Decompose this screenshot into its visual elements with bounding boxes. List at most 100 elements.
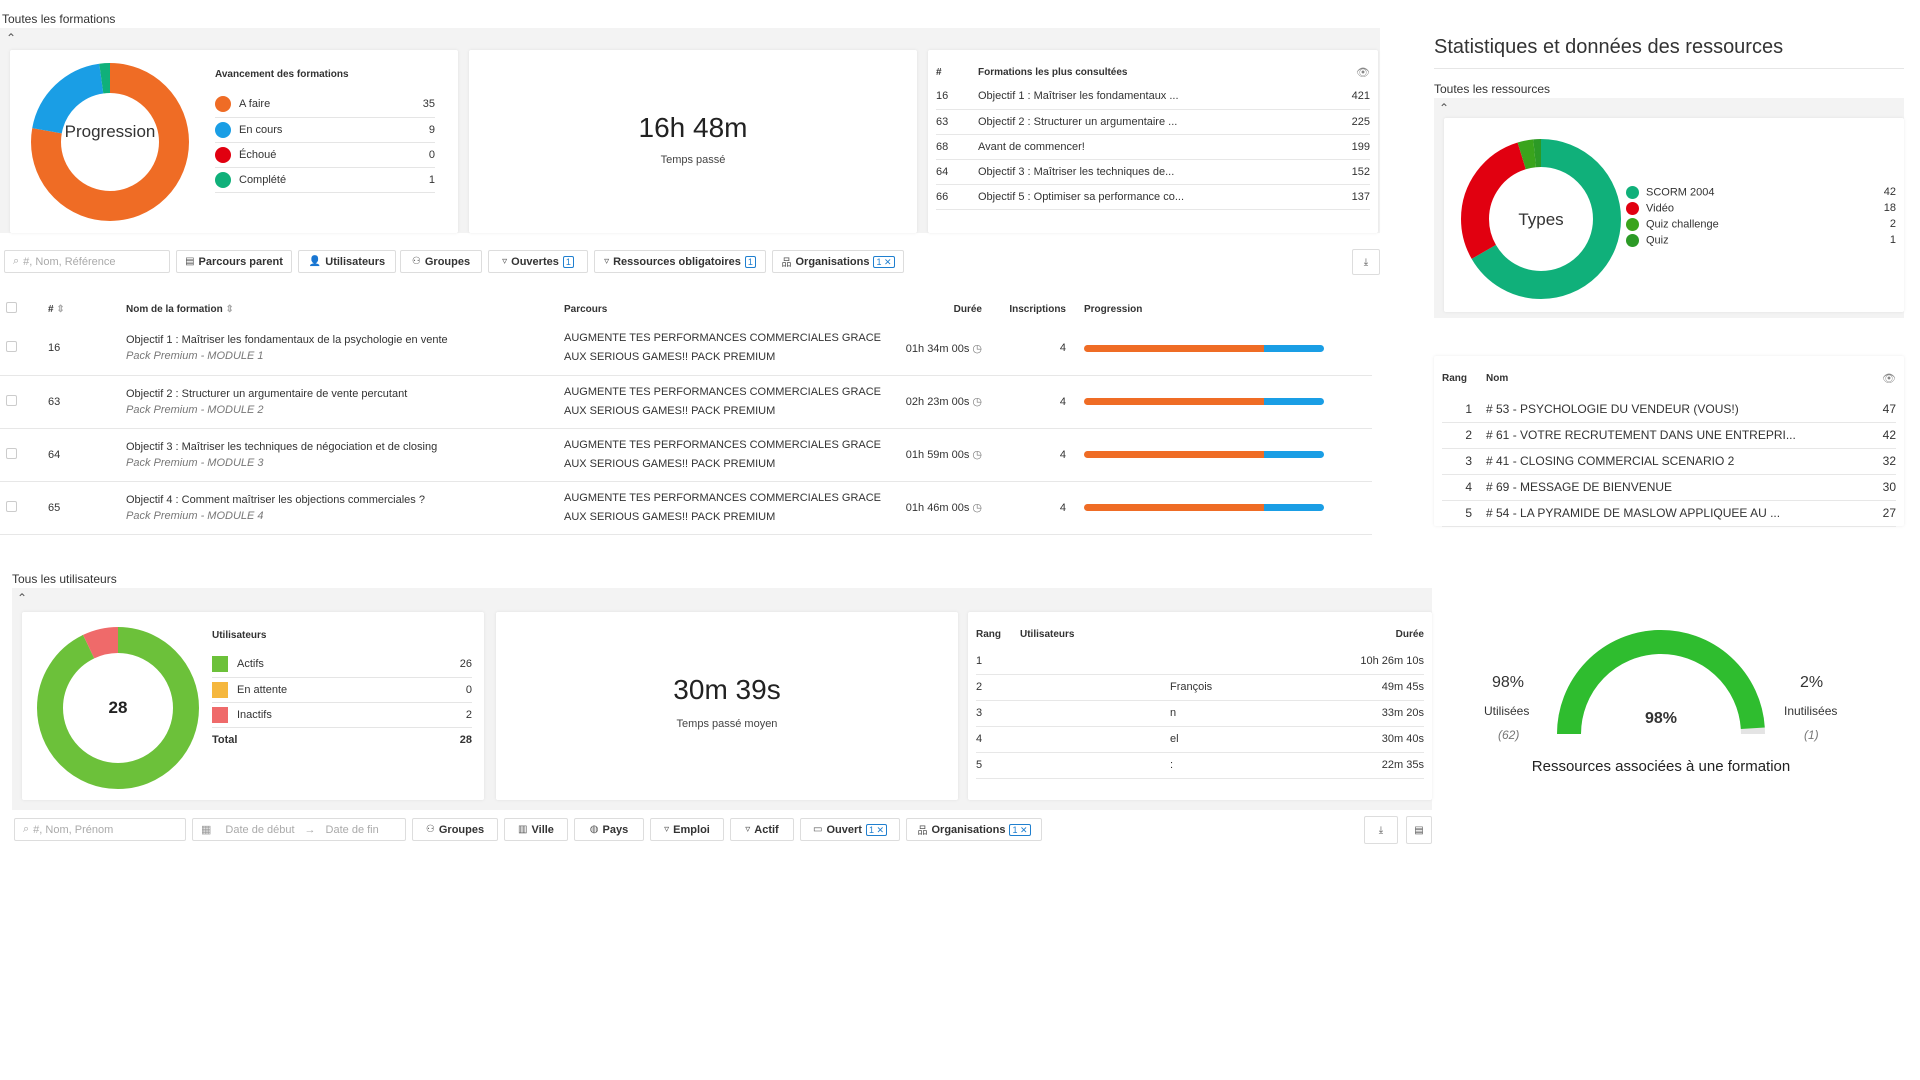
filter-ressources-obligatoires[interactable]: ▿ Ressources obligatoires 1 [594, 250, 766, 273]
filter-parcours-parent[interactable]: ▤ Parcours parent [176, 250, 292, 273]
row-checkbox[interactable] [6, 341, 17, 353]
ressources-collapse-icon[interactable]: ⌃ [1439, 101, 1450, 115]
legend-swatch [215, 96, 231, 113]
row-checkbox[interactable] [6, 394, 17, 406]
unused-count: (1) [1804, 728, 1819, 742]
filter-organisations[interactable]: 品 Organisations 1 ✕ [906, 818, 1042, 841]
legend-label: En attente [237, 683, 288, 696]
legend-value: 2 [1889, 218, 1896, 230]
legend-row: A faire 35 [215, 92, 435, 118]
ranking-row[interactable]: 2 # 61 - VOTRE RECRUTEMENT DANS UNE ENTRE… [1442, 422, 1896, 449]
legend-row: Quiz challenge 2 [1626, 216, 1896, 232]
row-name: # 61 - VOTRE RECRUTEMENT DANS UNE ENTREP… [1486, 422, 1856, 449]
ranking-row[interactable]: 4 el 30m 40s [976, 726, 1424, 753]
col-header-name[interactable]: Nom de la formation ⇕ [126, 303, 234, 315]
ressources-ranking-table: Rang Nom 👁 1 # 53 - PSYCHOLOGIE DU VENDEU… [1442, 360, 1896, 527]
legend-row: Actifs 26 [212, 652, 472, 678]
col-duree: Durée [1395, 628, 1424, 640]
table-row[interactable]: 65 Objectif 4 : Comment maîtriser les obj… [0, 481, 1372, 535]
table-row[interactable]: 64 Objectif 3 : Maîtriser les techniques … [0, 428, 1372, 482]
users-search-input[interactable]: ⌕ #, Nom, Prénom [14, 818, 186, 841]
row-formation[interactable]: Objectif 2 : Structurer un argumentaire … [126, 375, 564, 429]
users-legend-title: Utilisateurs [212, 630, 267, 641]
ranking-row[interactable]: 4 # 69 - MESSAGE DE BIENVENUE 30 [1442, 474, 1896, 501]
types-donut-label: Types [1518, 210, 1564, 229]
row-formation[interactable]: Objectif 1 : Maîtriser les fondamentaux … [126, 322, 564, 376]
row-rank: 2 [976, 674, 1020, 701]
legend-swatch [1626, 217, 1639, 231]
select-all-checkbox[interactable] [6, 302, 17, 313]
legend-value: 0 [402, 142, 435, 168]
users-donut [37, 627, 199, 789]
table-row[interactable]: 63 Objectif 2 : Structurer un argumentair… [0, 375, 1372, 429]
ranking-row[interactable]: 3 n 33m 20s [976, 700, 1424, 727]
download-button[interactable]: ⤓ [1352, 249, 1380, 275]
most-viewed-row[interactable]: 66 Objectif 5 : Optimiser sa performance … [936, 184, 1370, 210]
row-name: Objectif 3 : Maîtriser les techniques de… [978, 159, 1330, 185]
filter-ouvertes[interactable]: ▿ Ouvertes 1 [488, 250, 588, 273]
progress-bar [1084, 344, 1324, 352]
formations-collapse-icon[interactable]: ⌃ [6, 31, 17, 45]
group-icon: ⚇ [425, 824, 435, 835]
table-row[interactable]: 16 Objectif 1 : Maîtriser les fondamentau… [0, 322, 1372, 376]
col-header-num[interactable]: # ⇕ [48, 303, 65, 315]
filter-utilisateurs[interactable]: 👤 Utilisateurs [298, 250, 396, 273]
filter-groupes[interactable]: ⚇ Groupes [412, 818, 498, 841]
legend-value: 2 [435, 702, 472, 728]
filter-actif[interactable]: ▿ Actif [730, 818, 794, 841]
ranking-row[interactable]: 3 # 41 - CLOSING COMMERCIAL SCENARIO 2 32 [1442, 448, 1896, 475]
formation-name: Objectif 2 : Structurer un argumentaire … [126, 387, 408, 400]
filter-ville[interactable]: ▥ Ville [504, 818, 568, 841]
formations-search-input[interactable]: ⌕ #, Nom, Référence [4, 250, 170, 273]
ressources-ranking-card: Rang Nom 👁 1 # 53 - PSYCHOLOGIE DU VENDEU… [1434, 356, 1904, 527]
legend-swatch [212, 656, 228, 673]
users-collapse-icon[interactable]: ⌃ [17, 591, 28, 605]
most-viewed-row[interactable]: 63 Objectif 2 : Structurer un argumentair… [936, 109, 1370, 135]
total-label: Total [212, 733, 238, 746]
row-checkbox[interactable] [6, 447, 17, 459]
clock-icon: ◷ [972, 449, 982, 461]
filter-groupes[interactable]: ⚇ Groupes [400, 250, 482, 273]
row-rank: 3 [1442, 448, 1486, 475]
filter-icon: ▿ [502, 256, 508, 267]
formation-sub: Pack Premium - MODULE 3 [126, 456, 264, 469]
filter-emploi[interactable]: ▿ Emploi [650, 818, 724, 841]
row-name: Avant de commencer! [978, 134, 1330, 160]
progress-legend-title: Avancement des formations [215, 69, 349, 80]
users-filter-bar: ⌕ #, Nom, Prénom ▦ Date de début → Date d… [0, 816, 1432, 844]
row-name: # 54 - LA PYRAMIDE DE MASLOW APPLIQUEE A… [1486, 500, 1856, 527]
ranking-row[interactable]: 5:22m 35s [976, 752, 1424, 779]
row-rank: 4 [1442, 474, 1486, 501]
filter-pays[interactable]: ◍ Pays [574, 818, 644, 841]
filter-organisations[interactable]: 品 Organisations 1 ✕ [772, 250, 904, 273]
date-start: Date de début [225, 823, 295, 836]
types-slice [1461, 139, 1621, 299]
eye-icon[interactable]: 👁 [1882, 372, 1896, 385]
download-icon: ⤓ [1378, 824, 1384, 836]
download-button[interactable]: ⤓ [1364, 816, 1398, 844]
filter-ouvert[interactable]: ▭ Ouvert 1 ✕ [800, 818, 900, 841]
filter-icon: ▿ [745, 824, 751, 835]
ranking-row[interactable]: 2 François 49m 45s [976, 674, 1424, 701]
most-viewed-row[interactable]: 68 Avant de commencer! 199 [936, 134, 1370, 160]
progress-bar-blue [1264, 451, 1324, 458]
row-name: Objectif 5 : Optimiser sa performance co… [978, 184, 1330, 210]
types-donut [1461, 139, 1621, 299]
legend-value: 1 [402, 167, 435, 193]
ranking-row[interactable]: 5 # 54 - LA PYRAMIDE DE MASLOW APPLIQUEE … [1442, 500, 1896, 527]
date-range-input[interactable]: ▦ Date de début → Date de fin [192, 818, 406, 841]
row-inscriptions: 4 [994, 375, 1066, 429]
users-section-title: Tous les utilisateurs [12, 572, 117, 586]
row-formation[interactable]: Objectif 4 : Comment maîtriser les objec… [126, 481, 564, 535]
columns-button[interactable]: ▤ [1406, 816, 1432, 844]
most-viewed-row[interactable]: 16 Objectif 1 : Maîtriser les fondamentau… [936, 84, 1370, 110]
progress-bar-orange [1084, 451, 1264, 458]
row-id: 16 [48, 322, 126, 376]
ranking-row[interactable]: 1 # 53 - PSYCHOLOGIE DU VENDEUR (VOUS!) 47 [1442, 396, 1896, 423]
most-viewed-row[interactable]: 64 Objectif 3 : Maîtriser les techniques … [936, 159, 1370, 185]
eye-icon[interactable]: 👁 [1356, 66, 1370, 79]
row-checkbox[interactable] [6, 500, 17, 512]
row-rank: 2 [1442, 422, 1486, 449]
ranking-row[interactable]: 1 10h 26m 10s [976, 648, 1424, 675]
row-formation[interactable]: Objectif 3 : Maîtriser les techniques de… [126, 428, 564, 482]
